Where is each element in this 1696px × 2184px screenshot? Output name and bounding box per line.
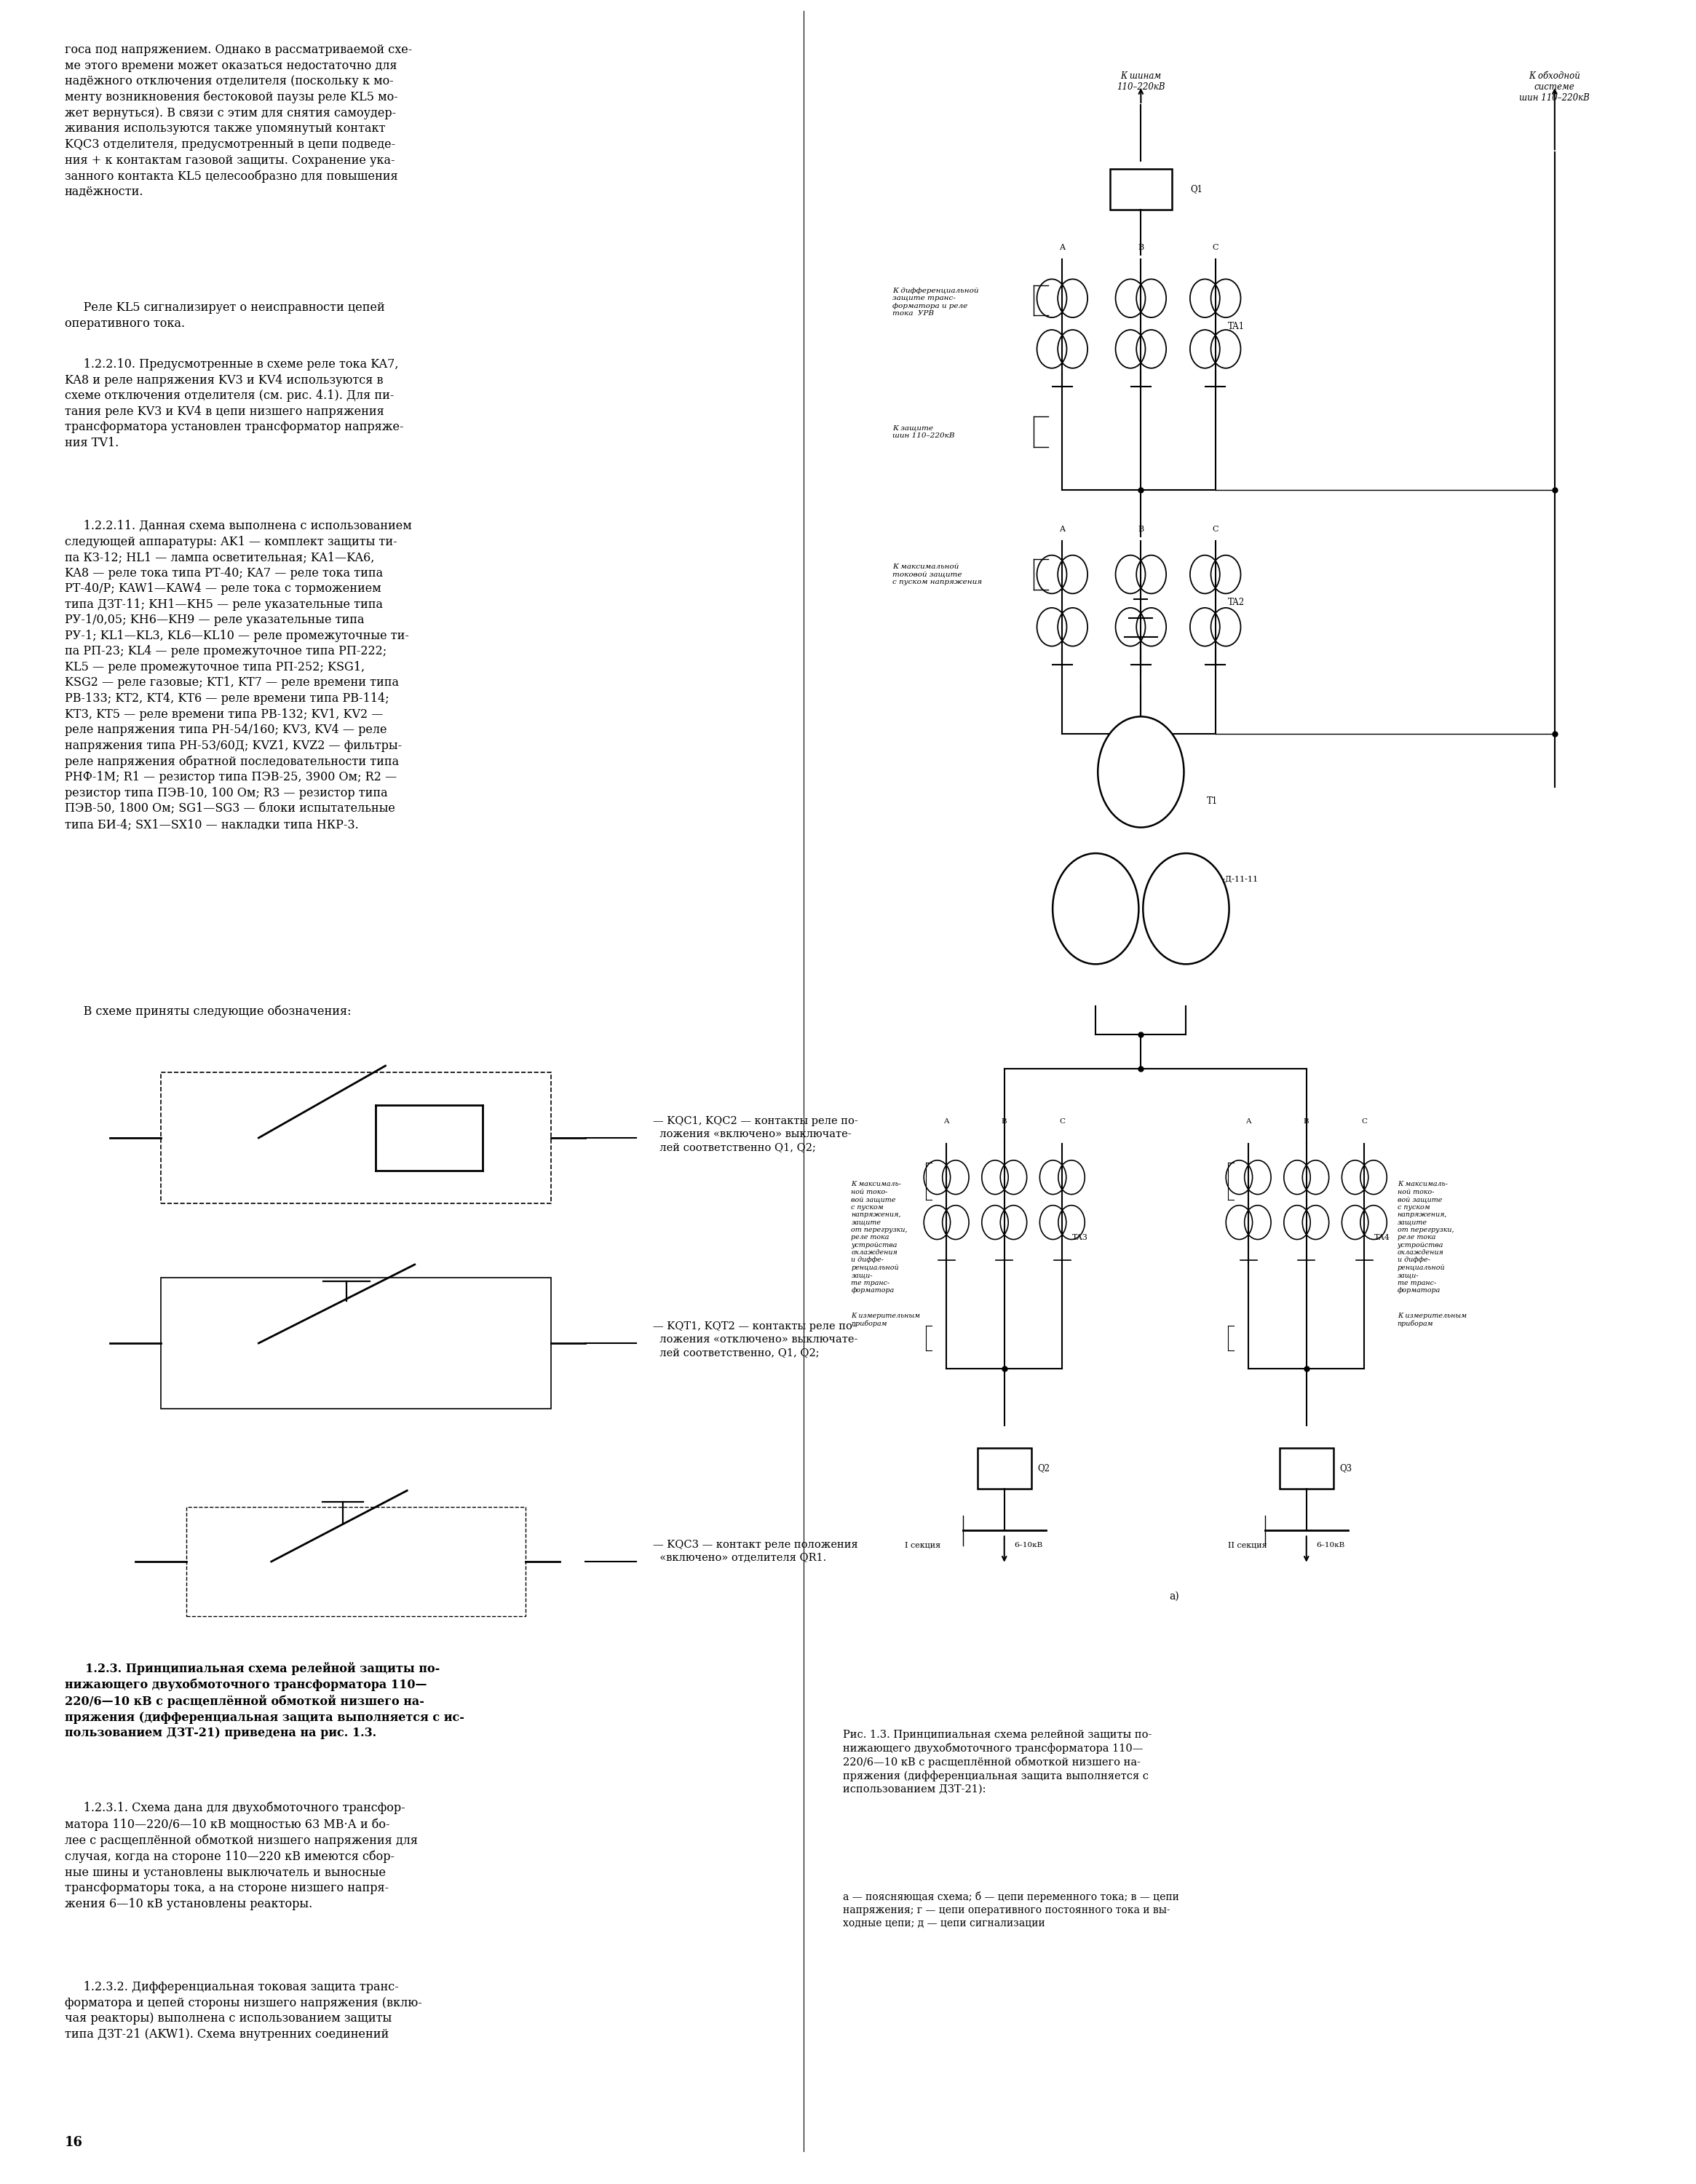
Text: госа под напряжением. Однако в рассматриваемой схе-
ме этого времени может оказа: госа под напряжением. Однако в рассматри… [64, 44, 412, 199]
Text: 6–10кВ: 6–10кВ [1316, 1542, 1345, 1548]
Text: К обходной
системе
шин 110–220кВ: К обходной системе шин 110–220кВ [1520, 72, 1589, 103]
Bar [977, 1448, 1031, 1489]
Text: К измерительным
приборам: К измерительным приборам [1398, 1313, 1467, 1328]
Circle shape [1053, 854, 1138, 963]
Text: К шинам
110–220кВ: К шинам 110–220кВ [1116, 72, 1165, 92]
Text: TA4: TA4 [1374, 1234, 1391, 1241]
Text: TA1: TA1 [1228, 321, 1245, 332]
Text: К максимальной
токовой защите
с пуском напряжения: К максимальной токовой защите с пуском н… [892, 563, 982, 585]
Circle shape [1143, 854, 1230, 963]
Text: 1.2.3. Принципиальная схема релейной защиты по-
нижающего двухобмоточного трансф: 1.2.3. Принципиальная схема релейной защ… [64, 1662, 465, 1738]
Text: Yн|Д-Д-11-11: Yн|Д-Д-11-11 [1202, 876, 1258, 885]
Text: I секция: I секция [906, 1542, 941, 1548]
Text: а — поясняющая схема; б — цепи переменного тока; в — цепи
напряжения; г — цепи о: а — поясняющая схема; б — цепи переменно… [843, 1891, 1179, 1928]
Text: A: A [943, 1118, 950, 1125]
Text: К дифференциальной
защите транс-
форматора и реле
тока  УРВ: К дифференциальной защите транс- формато… [892, 288, 979, 317]
Text: B: B [1002, 1118, 1007, 1125]
Text: Реле KL5 сигнализирует о неисправности цепей
оперативного тока.: Реле KL5 сигнализирует о неисправности ц… [64, 301, 385, 330]
Text: A: A [1060, 526, 1065, 533]
Text: К максималь-
ной токо-
вой защите
с пуском
напряжения,
защите
от перегрузки,
рел: К максималь- ной токо- вой защите с пуск… [851, 1182, 907, 1293]
Text: A: A [1247, 1118, 1252, 1125]
Text: 1.2.2.10. Предусмотренные в схеме реле тока KA7,
KA8 и реле напряжения KV3 и KV4: 1.2.2.10. Предусмотренные в схеме реле т… [64, 358, 404, 450]
Bar [1109, 168, 1172, 210]
Text: — KQT1, KQT2 — контакты реле по-
  ложения «отключено» выключате-
  лей соответс: — KQT1, KQT2 — контакты реле по- ложения… [653, 1321, 858, 1358]
Text: TA3: TA3 [1072, 1234, 1089, 1241]
Text: Рис. 1.3. Принципиальная схема релейной защиты по-
нижающего двухобмоточного тра: Рис. 1.3. Принципиальная схема релейной … [843, 1730, 1152, 1795]
Bar [161, 1278, 551, 1409]
Bar [161, 1072, 551, 1203]
Text: C: C [1213, 526, 1218, 533]
Text: B: B [1138, 245, 1143, 251]
Text: B: B [1304, 1118, 1309, 1125]
Text: К максималь-
ной токо-
вой защите
с пуском
напряжения,
защите
от перегрузки,
рел: К максималь- ной токо- вой защите с пуск… [1398, 1182, 1453, 1293]
Text: К измерительным
приборам: К измерительным приборам [851, 1313, 921, 1328]
Bar [1279, 1448, 1333, 1489]
Text: C: C [1213, 245, 1218, 251]
Circle shape [1097, 716, 1184, 828]
Text: — KQC3 — контакт реле положения
  «включено» отделителя QR1.: — KQC3 — контакт реле положения «включен… [653, 1540, 858, 1564]
Bar [187, 1507, 526, 1616]
Text: T1: T1 [1208, 797, 1218, 806]
Text: Q3: Q3 [1340, 1463, 1352, 1474]
Text: 1.2.2.11. Данная схема выполнена с использованием
следующей аппаратуры: AK1 — ко: 1.2.2.11. Данная схема выполнена с испол… [64, 520, 412, 830]
Text: В схеме приняты следующие обозначения:: В схеме приняты следующие обозначения: [64, 1005, 351, 1018]
Text: 16: 16 [64, 2136, 83, 2149]
Text: 6–10кВ: 6–10кВ [1014, 1542, 1043, 1548]
Text: — KQC1, KQC2 — контакты реле по-
  ложения «включено» выключате-
  лей соответст: — KQC1, KQC2 — контакты реле по- ложения… [653, 1116, 858, 1153]
Text: а): а) [1169, 1592, 1179, 1601]
Text: C: C [1362, 1118, 1367, 1125]
Text: II секция: II секция [1228, 1542, 1267, 1548]
Text: Q1: Q1 [1191, 186, 1202, 194]
Text: B: B [1138, 526, 1143, 533]
Text: 1.2.3.2. Дифференциальная токовая защита транс-
форматора и цепей стороны низшег: 1.2.3.2. Дифференциальная токовая защита… [64, 1981, 422, 2040]
Text: К защите
шин 110–220кВ: К защите шин 110–220кВ [892, 424, 955, 439]
Text: A: A [1060, 245, 1065, 251]
Text: TA2: TA2 [1228, 598, 1245, 607]
Text: 1.2.3.1. Схема дана для двухобмоточного трансфор-
матора 110—220/6—10 кВ мощност: 1.2.3.1. Схема дана для двухобмоточного … [64, 1802, 417, 1911]
Text: Q2: Q2 [1038, 1463, 1050, 1474]
Text: C: C [1060, 1118, 1065, 1125]
